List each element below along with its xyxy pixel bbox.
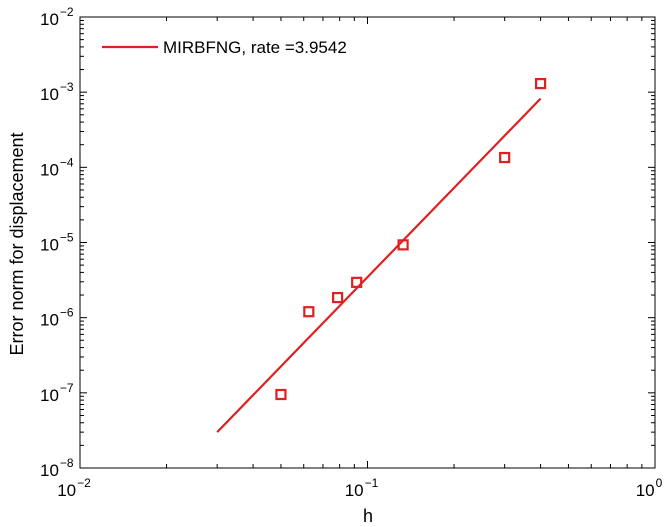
fit-line <box>216 97 542 433</box>
y-tick-label: 10−5 <box>40 231 74 255</box>
y-axis-label: Error norm for displacement <box>7 132 27 355</box>
legend: MIRBFNG, rate =3.9542 <box>102 38 347 57</box>
data-point-square <box>534 78 547 90</box>
y-tick-label: 10−6 <box>40 306 74 330</box>
data-point-square <box>275 388 287 401</box>
x-tick-label: 10−1 <box>345 476 379 500</box>
x-tick-label: 10−2 <box>57 476 91 500</box>
y-tick-label: 10−8 <box>40 456 74 480</box>
y-tick-label: 10−4 <box>40 155 74 179</box>
x-tick-label: 100 <box>636 476 663 500</box>
tick-labels: 10−2 10−1 100 10−8 10−7 10−6 10−5 10−4 10−3 10−2 <box>40 5 663 500</box>
y-tick-label: 10−3 <box>40 80 74 104</box>
data-point-square <box>499 151 511 164</box>
y-tick-label: 10−7 <box>40 381 74 405</box>
data-point-square <box>397 239 409 251</box>
series-layer <box>216 78 547 433</box>
data-point-square <box>331 291 344 304</box>
data-point-square <box>351 276 363 288</box>
x-axis-label: h <box>363 506 373 526</box>
legend-label: MIRBFNG, rate =3.9542 <box>163 38 347 57</box>
axis-ticks <box>79 17 656 469</box>
y-tick-label: 10−2 <box>40 5 74 29</box>
data-point-square <box>303 306 315 318</box>
